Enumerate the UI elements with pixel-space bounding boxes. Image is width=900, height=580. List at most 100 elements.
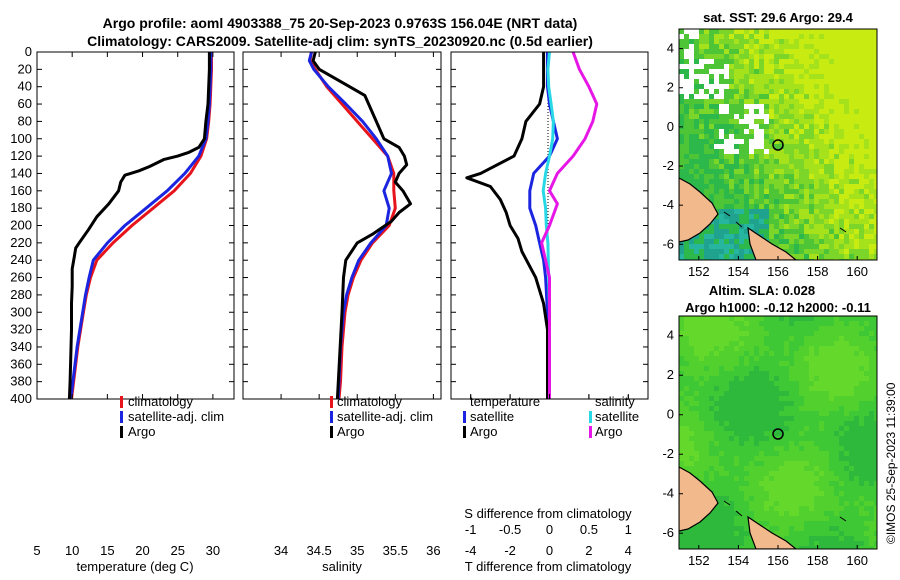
map-cell (829, 486, 834, 491)
map-cell (764, 426, 769, 431)
map-cell (734, 54, 739, 59)
map-cell (734, 39, 739, 44)
map-cell (759, 371, 764, 376)
map-cell (724, 44, 729, 49)
map-cell (789, 411, 794, 416)
map-cell (839, 491, 844, 496)
map-cell (844, 496, 849, 501)
map-y-tick-label: -6 (662, 525, 674, 540)
map-cell (789, 79, 794, 84)
map-cell (794, 94, 799, 99)
map-cell (844, 229, 849, 234)
map-cell (724, 316, 729, 321)
map-cell (769, 39, 774, 44)
map-cell (849, 169, 854, 174)
map-cell (749, 361, 754, 366)
map-cell (689, 451, 694, 456)
map-cell (829, 244, 834, 249)
map-cell (714, 336, 719, 341)
map-cell (849, 84, 854, 89)
map-cell (869, 536, 874, 541)
map-cell (794, 371, 799, 376)
map-cell (759, 79, 764, 84)
map-cell (794, 411, 799, 416)
map-cell (709, 114, 714, 119)
map-cell (819, 44, 824, 49)
map-cell (759, 506, 764, 511)
map-cell (789, 536, 794, 541)
map-cell (749, 254, 754, 259)
map-cell (719, 541, 724, 546)
map-cell (699, 451, 704, 456)
map-cell (794, 204, 799, 209)
map-cell (699, 99, 704, 104)
map-cell (739, 79, 744, 84)
map-cell (699, 154, 704, 159)
map-cell (714, 331, 719, 336)
map-cell (799, 326, 804, 331)
map-cell (779, 321, 784, 326)
map-cell (679, 461, 684, 466)
map-cell (719, 371, 724, 376)
map-cell (719, 29, 724, 34)
map-cell (839, 331, 844, 336)
map-cell (684, 159, 689, 164)
map-cell (864, 64, 869, 69)
map-cell (749, 219, 754, 224)
map-cell (744, 54, 749, 59)
map-cell (729, 341, 734, 346)
map-cell (734, 411, 739, 416)
map-cell (799, 114, 804, 119)
map-cell (829, 366, 834, 371)
map-cell (794, 29, 799, 34)
map-cell (759, 29, 764, 34)
map-cell (774, 381, 779, 386)
map-cell (869, 321, 874, 326)
map-cell (729, 189, 734, 194)
map-cell (714, 124, 719, 129)
map-cell (849, 501, 854, 506)
map-cell (854, 411, 859, 416)
map-cell (714, 149, 719, 154)
salinity-panel: 34 34.5 35 35.5 36 salinity climatology sate… (242, 51, 442, 574)
map-cell (699, 391, 704, 396)
map-cell (734, 239, 739, 244)
map-cell (839, 199, 844, 204)
map-cell (839, 229, 844, 234)
map-cell (759, 351, 764, 356)
map-cell (779, 234, 784, 239)
map-cell (709, 224, 714, 229)
map-cell (859, 189, 864, 194)
map-cell (714, 491, 719, 496)
map-cell (844, 331, 849, 336)
map-cell (809, 441, 814, 446)
map-cell (824, 79, 829, 84)
map-cell (829, 436, 834, 441)
map-cell (874, 49, 877, 54)
map-cell (744, 391, 749, 396)
map-cell (719, 526, 724, 531)
map-cell (724, 476, 729, 481)
map-y-tick-label: 2 (667, 80, 674, 95)
map-cell (714, 356, 719, 361)
map-cell (739, 386, 744, 391)
map-cell (759, 74, 764, 79)
map-cell (729, 244, 734, 249)
map-cell (799, 134, 804, 139)
map-cell (764, 124, 769, 129)
map-cell (689, 336, 694, 341)
map-cell (729, 391, 734, 396)
map-cell (819, 501, 824, 506)
sst-map-title: sat. SST: 29.6 Argo: 29.4 (703, 10, 854, 25)
map-cell (839, 396, 844, 401)
map-cell (794, 224, 799, 229)
map-cell (799, 79, 804, 84)
map-cell (834, 199, 839, 204)
map-cell (689, 49, 694, 54)
map-cell (679, 59, 684, 64)
map-cell (814, 189, 819, 194)
map-cell (824, 59, 829, 64)
map-cell (834, 386, 839, 391)
map-cell (684, 331, 689, 336)
map-cell (779, 104, 784, 109)
